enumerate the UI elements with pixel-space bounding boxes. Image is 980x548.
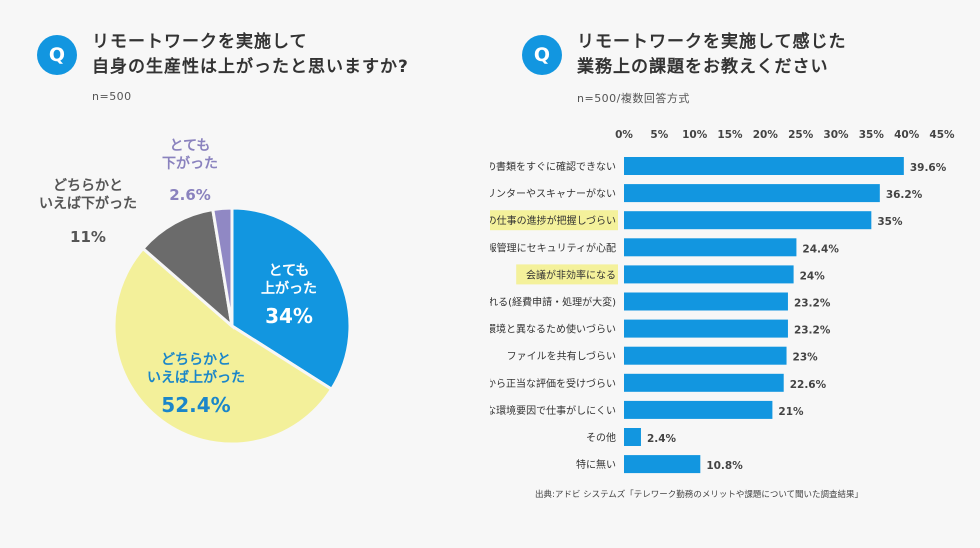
bar [624, 238, 797, 257]
bar-value-label: 23.2% [794, 298, 831, 310]
pie-label-text: とても [170, 138, 211, 154]
bar [624, 319, 788, 338]
question-title-line1: リモートワークを実施して [92, 32, 308, 52]
bar [624, 373, 784, 392]
question-title: リモートワークを実施して感じた 業務上の課題をお教えください [577, 30, 847, 80]
category-label: プリンターやスキャナーがない [490, 187, 616, 200]
bar [624, 211, 872, 230]
question-title-line1: リモートワークを実施して感じた [577, 32, 847, 52]
bar-value-label: 24.4% [802, 243, 839, 255]
bar [624, 265, 794, 284]
bar [624, 157, 904, 175]
bar [624, 400, 773, 419]
pie-chart: とても上がった34%どちらかといえば上がった52.4%どちらかといえば下がった1… [39, 138, 352, 446]
x-tick-label: 0% [615, 129, 633, 141]
bar-value-label: 24% [800, 270, 826, 282]
pie-label-text: いえば上がった [147, 369, 245, 386]
source-note: 出典:アドビ システムズ「テレワーク勤務のメリットや課題について聞いた調査結果」 [535, 490, 864, 500]
question-title-line2: 業務上の課題をお教えください [577, 57, 829, 77]
category-label: その他 [586, 431, 616, 444]
bar [624, 428, 641, 446]
category-label: 机や椅子など物理的な環境要因で仕事がしにくい [490, 404, 616, 417]
category-label: 稟議や書類処理が遅れる(経費申請・処理が大変) [490, 296, 616, 309]
category-label: 会社から正当な評価を受けづらい [490, 377, 616, 390]
sample-size-note: n=500/複数回答方式 [577, 92, 690, 105]
question-title: リモートワークを実施して 自身の生産性は上がったと思いますか? [92, 30, 409, 80]
pie-label-text: 下がった [162, 155, 218, 172]
bar [624, 455, 701, 474]
category-highlight [516, 264, 618, 285]
pie-label-text: どちらかと [53, 178, 123, 194]
bar [624, 184, 880, 203]
x-tick-label: 40% [894, 129, 920, 141]
category-label: いつものPC/モバイル環境と異なるため使いづらい [490, 323, 616, 336]
category-highlight [490, 210, 618, 231]
productivity-panel: Q リモートワークを実施して 自身の生産性は上がったと思いますか? n=500 … [37, 30, 409, 446]
bar [624, 346, 787, 365]
x-tick-label: 35% [859, 129, 885, 141]
pie-slice-3 [211, 206, 234, 327]
bar-value-label: 39.6% [910, 162, 947, 174]
question-title-line2: 自身の生産性は上がったと思いますか? [92, 57, 409, 77]
pie-slice-2 [140, 207, 235, 330]
bar-chart: 0% 5% 10% 15% 20% 25% 30% 35% 40% 45% 会社にある紙の書類をすぐ… [490, 129, 955, 474]
bar-value-label: 21% [778, 406, 804, 418]
pie-value-label: 2.6% [169, 186, 211, 204]
category-label: 特に無い [576, 458, 616, 471]
bar-value-label: 22.6% [790, 379, 827, 391]
bar-value-label: 36.2% [886, 189, 923, 201]
x-tick-label: 5% [650, 129, 668, 141]
category-label: 会社にある紙の書類をすぐに確認できない [490, 160, 616, 173]
pie-label-text: 上がった [261, 280, 317, 297]
bar-value-label: 2.4% [647, 433, 677, 445]
category-label: ファイルを共有しづらい [507, 350, 616, 363]
x-tick-label: 45% [929, 129, 955, 141]
sample-size-note: n=500 [92, 90, 132, 103]
pie-label-text: いえば下がった [39, 195, 137, 212]
category-label: 会議が非効率になる [526, 268, 616, 281]
question-badge: Q [37, 35, 77, 75]
pie-label-text: どちらかと [161, 352, 231, 368]
bar-value-label: 10.8% [706, 460, 743, 472]
issues-panel: Q リモートワークを実施して感じた 業務上の課題をお教えください n=500/複… [490, 0, 980, 548]
x-tick-label: 10% [682, 129, 708, 141]
x-tick-label: 25% [788, 129, 814, 141]
category-label: 自分以外の仕事の進捗が把握しづらい [490, 214, 616, 227]
question-badge: Q [522, 35, 562, 75]
x-tick-label: 20% [753, 129, 779, 141]
category-label: データや情報管理にセキュリティが心配 [490, 241, 616, 254]
pie-value-label: 11% [70, 228, 106, 246]
bar-value-label: 23.2% [794, 325, 831, 337]
pie-value-label: 34% [265, 304, 313, 328]
x-tick-label: 15% [717, 129, 743, 141]
pie-label-text: とても [269, 263, 310, 279]
bar-value-label: 35% [877, 216, 903, 228]
bar [624, 292, 788, 311]
bar-value-label: 23% [793, 352, 819, 364]
pie-slice-1 [112, 246, 334, 446]
x-tick-label: 30% [823, 129, 849, 141]
pie-value-label: 52.4% [161, 393, 230, 417]
